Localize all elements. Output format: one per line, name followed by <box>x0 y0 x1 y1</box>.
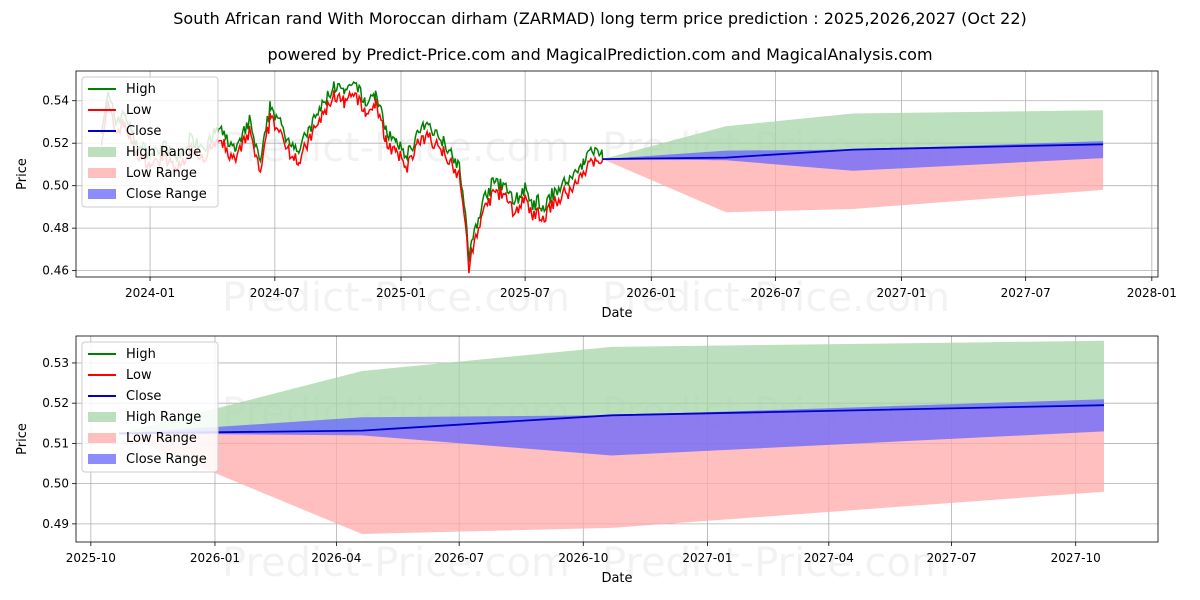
p1-x-tick-label-4: 2026-01 <box>626 286 676 300</box>
p2-plot: Predict-Price.comPredict-Price.comPredic… <box>15 335 1159 586</box>
p2-x-tick-label-0: 2025-10 <box>66 551 116 565</box>
p2-x-axis-label: Date <box>601 571 632 586</box>
p1-y-tick-label-3: 0.52 <box>42 136 69 150</box>
p1-legend-key-3 <box>88 147 116 157</box>
p1-x-tick-label-2: 2025-01 <box>376 286 426 300</box>
p2-y-tick-label-2: 0.51 <box>42 436 69 450</box>
p1-legend-label-2: Close <box>126 124 161 139</box>
p2-y-tick-label-4: 0.53 <box>42 356 69 370</box>
p1-legend-label-5: Close Range <box>126 187 207 202</box>
p2-legend-label-1: Low <box>126 368 152 383</box>
p2-y-tick-label-0: 0.49 <box>42 517 69 531</box>
p2-y-axis-label: Price <box>15 423 30 455</box>
p2-legend-key-5 <box>88 454 116 464</box>
p2-legend-key-4 <box>88 433 116 443</box>
p1-legend-label-1: Low <box>126 103 152 118</box>
p1-x-tick-label-5: 2026-07 <box>750 286 800 300</box>
p1-legend: High Low Close High Range Low Range Close Ran… <box>81 76 219 208</box>
p2-x-tick-label-1: 2026-01 <box>190 551 240 565</box>
p2-x-tick-label-5: 2027-01 <box>682 551 732 565</box>
p1-y-tick-label-4: 0.54 <box>42 94 69 108</box>
p1-x-tick-label-7: 2027-07 <box>1001 286 1051 300</box>
p2-axes-frame <box>75 335 1159 543</box>
p2-legend: High Low Close High Range Low Range Close Ran… <box>81 341 219 473</box>
p1-legend-key-5 <box>88 189 116 199</box>
p2-legend-label-5: Close Range <box>126 452 207 467</box>
p2-x-tick-label-4: 2026-10 <box>558 551 608 565</box>
p1-x-tick-label-8: 2028-01 <box>1127 286 1177 300</box>
p2-watermark-3: Predict-Price.com <box>602 540 950 586</box>
p1-watermark-3: Predict-Price.com <box>602 275 950 321</box>
p2-x-tick-label-7: 2027-07 <box>927 551 977 565</box>
p1-x-tick-label-1: 2024-07 <box>250 286 300 300</box>
p1-axes-frame <box>75 70 1159 278</box>
p2-x-tick-label-8: 2027-10 <box>1051 551 1101 565</box>
p2-close-line <box>119 404 1105 435</box>
p1-y-tick-label-2: 0.50 <box>42 179 69 193</box>
p2-x-tick-label-2: 2026-04 <box>311 551 361 565</box>
p1-x-tick-label-3: 2025-07 <box>500 286 550 300</box>
p2-legend-label-2: Close <box>126 389 161 404</box>
p2-y-tick-label-1: 0.50 <box>42 477 69 491</box>
chart-title: South African rand With Moroccan dirham … <box>173 9 1027 28</box>
chart-subtitle: powered by Predict-Price.com and Magical… <box>267 45 933 64</box>
p2-x-tick-label-3: 2026-07 <box>434 551 484 565</box>
p1-close-line <box>602 143 1104 160</box>
p1-close-range-band <box>602 141 1104 171</box>
p2-legend-label-3: High Range <box>126 410 201 425</box>
p2-legend-label-0: High <box>126 347 156 362</box>
p1-legend-key-4 <box>88 168 116 178</box>
p2-y-tick-label-3: 0.52 <box>42 396 69 410</box>
p1-y-axis-label: Price <box>15 158 30 190</box>
p1-legend-label-4: Low Range <box>126 166 197 181</box>
p1-legend-label-0: High <box>126 82 156 97</box>
p1-x-tick-label-6: 2027-01 <box>876 286 926 300</box>
p2-legend-key-3 <box>88 412 116 422</box>
p1-watermark-2: Predict-Price.com <box>222 275 570 321</box>
p2-close-range-band <box>119 399 1104 456</box>
p1-legend-label-3: High Range <box>126 145 201 160</box>
p1-x-tick-label-0: 2024-01 <box>125 286 175 300</box>
p1-y-tick-label-1: 0.48 <box>42 221 69 235</box>
p2-series <box>119 340 1105 534</box>
p2-legend-label-4: Low Range <box>126 431 197 446</box>
p2-x-tick-label-6: 2027-04 <box>804 551 854 565</box>
p1-x-axis-label: Date <box>601 306 632 321</box>
p1-y-tick-label-0: 0.46 <box>42 264 69 278</box>
p2-watermark-2: Predict-Price.com <box>222 540 570 586</box>
